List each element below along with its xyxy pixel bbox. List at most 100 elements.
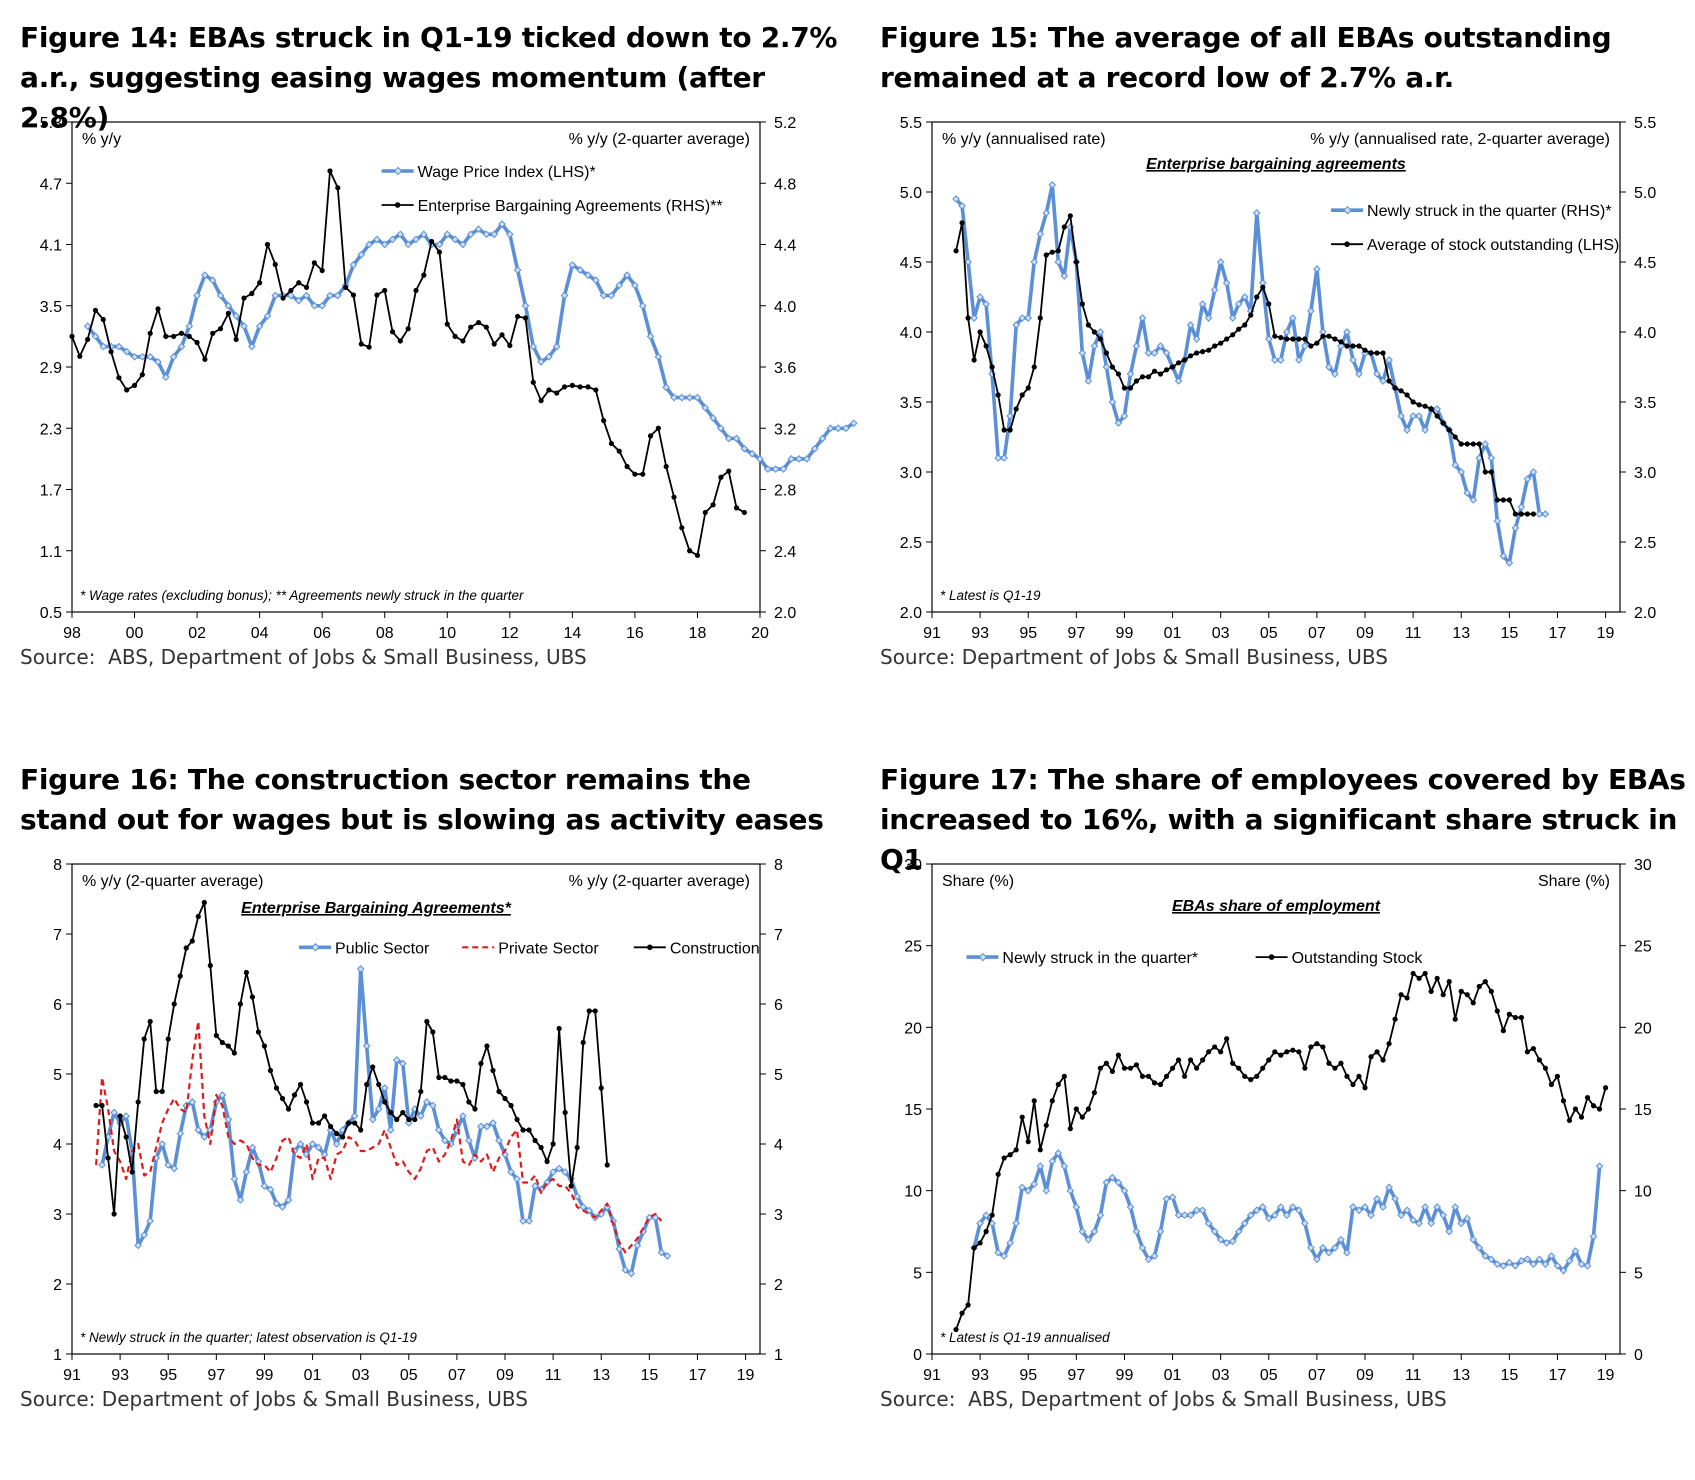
- data-point: [1282, 328, 1291, 336]
- data-point: [1542, 1065, 1549, 1071]
- data-point: [1410, 970, 1416, 977]
- data-point: [1440, 420, 1446, 426]
- data-point: [1337, 1235, 1345, 1244]
- data-point: [1204, 314, 1213, 322]
- data-point: [1589, 1232, 1598, 1241]
- data-point: [1464, 441, 1470, 447]
- data-point: [1018, 314, 1027, 322]
- data-point: [1048, 181, 1057, 189]
- data-point: [183, 945, 189, 951]
- data-point: [1452, 434, 1458, 440]
- data-point: [1386, 378, 1392, 384]
- data-point: [412, 235, 420, 244]
- data-point: [1404, 392, 1410, 398]
- data-point: [1464, 992, 1470, 998]
- data-point: [1596, 1106, 1603, 1112]
- data-point: [1007, 1152, 1013, 1158]
- data-point: [452, 333, 458, 339]
- data-point: [1043, 252, 1049, 258]
- data-point: [670, 393, 678, 402]
- data-point: [1138, 1243, 1147, 1252]
- data-point: [105, 1155, 111, 1161]
- source-label: Source:: [880, 1387, 956, 1411]
- data-point: [1332, 1065, 1338, 1071]
- data-point: [976, 1219, 984, 1228]
- data-point: [370, 1064, 376, 1070]
- series-black: [93, 899, 610, 1217]
- data-point: [424, 1018, 430, 1025]
- data-point: [1121, 1065, 1128, 1071]
- data-point: [555, 1164, 563, 1173]
- data-point: [787, 455, 796, 463]
- data-point: [1368, 1054, 1374, 1060]
- data-point: [1410, 399, 1416, 405]
- data-point: [1218, 1049, 1224, 1055]
- y-right-tick-label: 5.5: [1634, 115, 1656, 132]
- data-point: [568, 1183, 574, 1189]
- data-point: [1602, 1085, 1609, 1091]
- data-point: [1296, 336, 1302, 342]
- data-point: [506, 230, 514, 239]
- data-point: [1499, 1262, 1508, 1270]
- data-point: [1157, 371, 1164, 377]
- y-right-tick-label: 0: [1634, 1347, 1643, 1364]
- data-point: [1476, 983, 1482, 990]
- x-tick-label: 20: [751, 625, 769, 642]
- data-point: [1493, 1260, 1502, 1269]
- data-point: [1494, 1008, 1500, 1014]
- data-point: [303, 1099, 310, 1105]
- y-left-tick-label: 5.3: [40, 115, 62, 132]
- x-tick-label: 07: [448, 1367, 466, 1384]
- data-point: [1230, 332, 1236, 338]
- data-point: [1228, 1237, 1237, 1246]
- y-right-tick-label: 4.8: [774, 176, 796, 193]
- data-point: [1356, 1073, 1362, 1079]
- right-axis-label: Share (%): [1538, 873, 1610, 890]
- legend-item: Newly struck in the quarter*: [966, 950, 1198, 967]
- data-point: [1246, 1211, 1255, 1220]
- data-point: [964, 258, 972, 266]
- data-point: [1030, 258, 1039, 266]
- data-point: [1084, 377, 1093, 385]
- data-point: [429, 238, 435, 245]
- y-right-tick-label: 5.0: [1634, 185, 1656, 202]
- data-point: [108, 349, 114, 355]
- data-point: [1451, 461, 1460, 469]
- data-point: [958, 202, 966, 210]
- data-point: [977, 1240, 983, 1246]
- data-point: [1126, 1203, 1135, 1211]
- data-point: [959, 1310, 965, 1316]
- data-point: [1493, 517, 1502, 525]
- chart-footnote: * Wage rates (excluding bonus); ** Agree…: [80, 588, 524, 603]
- data-point: [117, 1113, 123, 1119]
- y-left-tick-label: 4.1: [40, 238, 62, 255]
- left-axis-label: % y/y: [82, 131, 121, 148]
- data-point: [1385, 1183, 1393, 1192]
- data-point: [1313, 1255, 1321, 1264]
- data-point: [362, 1042, 371, 1050]
- data-point: [1175, 1057, 1182, 1063]
- data-point: [195, 913, 201, 920]
- figure-15-chart: 2.0 2.5 3.0 3.5 4.0 4.5 5.0 5.5 2.0 2.5 3.0 3.5 4.0 4…: [900, 115, 1657, 642]
- data-point: [451, 235, 459, 244]
- data-point: [1138, 314, 1147, 322]
- data-point: [242, 1168, 251, 1176]
- data-point: [1541, 510, 1550, 518]
- source-line: Source: ABS, Department of Jobs & Small …: [20, 645, 587, 669]
- data-point: [460, 1081, 466, 1088]
- legend-label: Newly struck in the quarter (RHS)*: [1367, 203, 1612, 220]
- data-point: [454, 1078, 460, 1084]
- data-point: [257, 280, 263, 286]
- data-point: [1157, 1081, 1164, 1088]
- figure-14-chart: 0.5 1.1 1.7 2.3 2.9 3.5 4.1 4.7 5.3 2.0 2.4 2.8 3.2 3…: [40, 115, 858, 642]
- data-point: [983, 343, 989, 349]
- data-point: [202, 356, 208, 362]
- y-left-tick-label: 25: [904, 939, 922, 956]
- data-point: [1115, 371, 1122, 377]
- y-left-tick-label: 3: [53, 1207, 62, 1224]
- data-point: [1043, 1122, 1049, 1128]
- source-label: Source:: [880, 645, 956, 669]
- data-point: [278, 1203, 287, 1211]
- data-point: [291, 1092, 298, 1098]
- data-point: [207, 962, 213, 969]
